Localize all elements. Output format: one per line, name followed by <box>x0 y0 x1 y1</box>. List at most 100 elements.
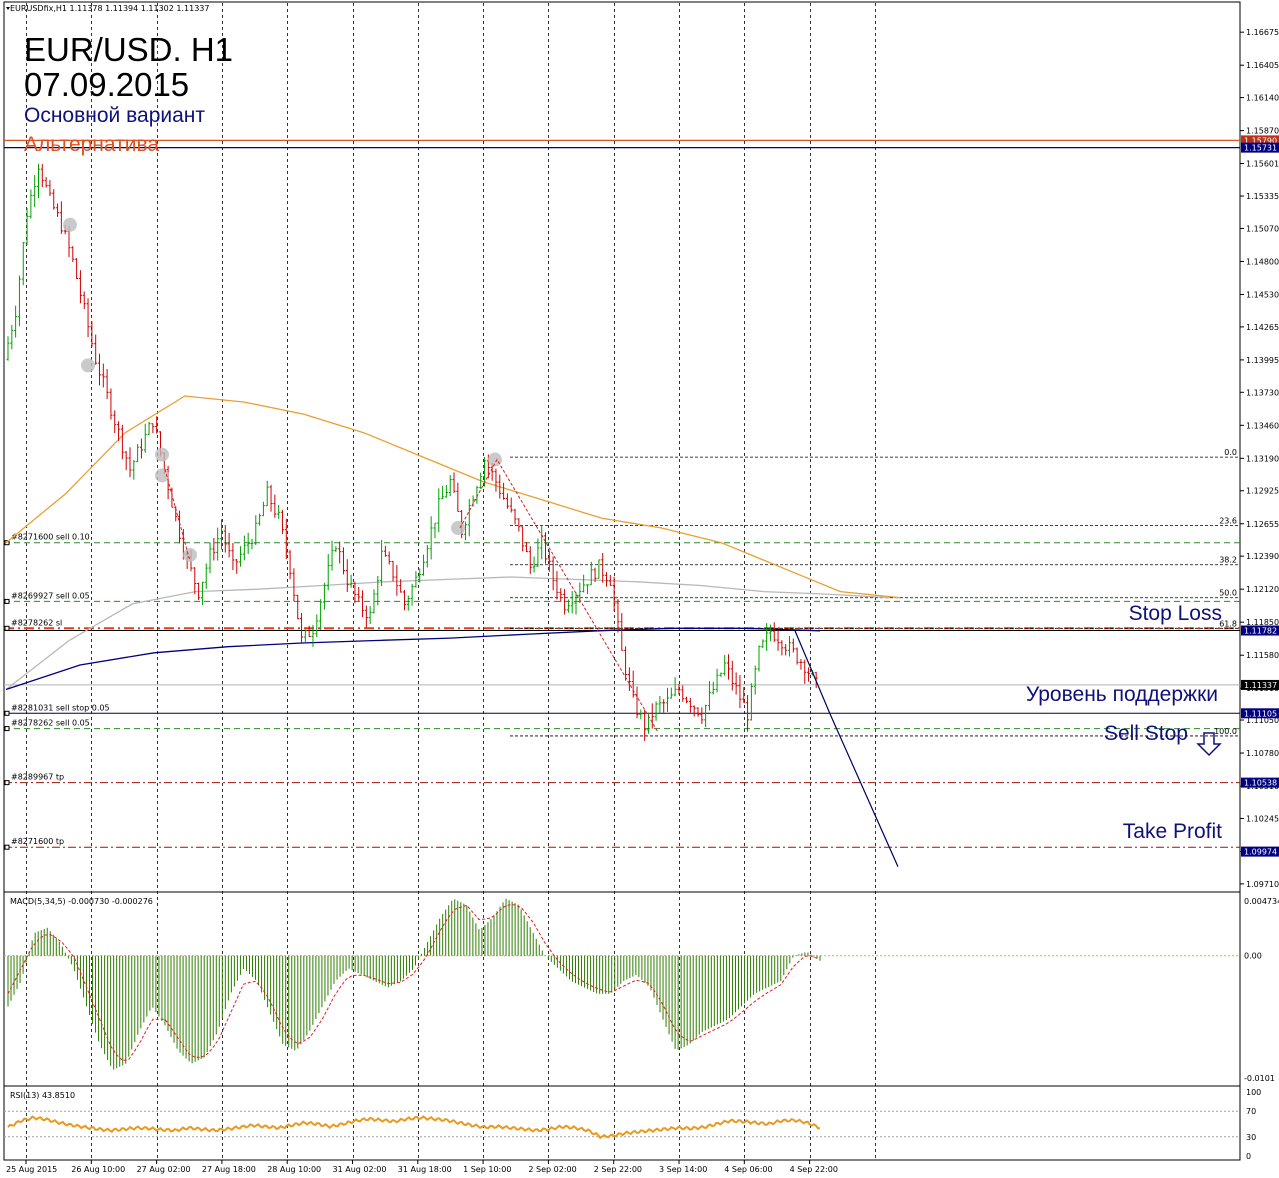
time-tick-label: 31 Aug 02:00 <box>333 1165 387 1174</box>
price-tag <box>1241 142 1279 153</box>
time-tick-label: 31 Aug 18:00 <box>398 1165 452 1174</box>
moving-average-line <box>5 627 821 691</box>
overlay-title: EUR/USD. H1 <box>24 31 233 68</box>
price-tick-label: 1.10780 <box>1246 749 1279 758</box>
price-tag <box>1241 625 1279 636</box>
price-tick-label: 1.16405 <box>1246 61 1279 70</box>
fib-level-label: 38.2 <box>1219 556 1237 565</box>
rsi-pane <box>4 1110 1240 1140</box>
price-tick-label: 1.11050 <box>1246 716 1279 725</box>
moving-average-line <box>5 576 891 691</box>
time-tick-label: 27 Aug 18:00 <box>202 1165 256 1174</box>
fib-level-label: 50.0 <box>1219 589 1237 598</box>
price-tag <box>1241 135 1279 146</box>
order-line-label: #8271600 sell 0.10 <box>11 533 90 542</box>
order-line-label: #8289967 tp <box>11 773 64 782</box>
swing-marker <box>183 547 197 562</box>
macd-tick-label: 0.00 <box>1244 952 1262 961</box>
price-tick-label: 1.12390 <box>1246 552 1279 561</box>
time-tick-label: 27 Aug 02:00 <box>137 1165 191 1174</box>
macd-axis: 0.004734 0.00 -0.0101 <box>1244 897 1279 1083</box>
rsi-title: RSI(13) 43.8510 <box>10 1091 75 1100</box>
macd-tick-label: -0.0101 <box>1244 1074 1275 1083</box>
swing-marker <box>488 452 502 467</box>
take-profit-label: Take Profit <box>1123 820 1222 843</box>
order-line-label: #8278262 sell 0.05 <box>11 719 90 728</box>
price-tick-label: 1.12655 <box>1246 520 1279 529</box>
order-handle[interactable] <box>4 780 10 786</box>
time-tick-label: 3 Sep 14:00 <box>659 1165 707 1174</box>
time-tick-label: 25 Aug 2015 <box>6 1165 57 1174</box>
price-tick-label: 1.16140 <box>1246 94 1279 103</box>
order-handle[interactable] <box>4 844 10 850</box>
price-tag <box>1241 679 1279 690</box>
rsi-tick-label: 100 <box>1246 1088 1261 1097</box>
price-tag-label: 1.11337 <box>1244 681 1277 690</box>
order-handle[interactable] <box>4 726 10 732</box>
price-tick-label: 1.15601 <box>1246 160 1279 169</box>
price-tag-label: 1.11782 <box>1244 627 1277 636</box>
macd-signal-line <box>7 904 818 1062</box>
overlay-date: 07.09.2015 <box>24 66 189 103</box>
macd-tick-label: 0.004734 <box>1244 897 1279 906</box>
swing-marker <box>63 217 77 232</box>
symbol-menu-icon[interactable] <box>6 7 10 10</box>
rsi-line <box>7 1115 821 1140</box>
support-label: Уровень поддержки <box>1026 683 1218 706</box>
price-tag-label: 1.11105 <box>1244 709 1277 718</box>
rsi-tick-label: 30 <box>1246 1133 1256 1142</box>
price-tag <box>1241 777 1279 788</box>
price-axis: 1.16675 1.16405 1.16140 1.15870 1.15601 1.153… <box>1240 28 1279 889</box>
price-tick-label: 1.11850 <box>1246 618 1279 627</box>
down-arrow-icon <box>1196 732 1222 757</box>
order-handle[interactable] <box>4 625 10 631</box>
main-variant-label: Основной вариант <box>24 104 205 127</box>
price-tick-label: 1.09710 <box>1246 880 1279 889</box>
fib-level-label: 100.0 <box>1214 727 1237 736</box>
time-axis: 25 Aug 2015 26 Aug 10:00 27 Aug 02:00 27 Au… <box>6 1160 838 1174</box>
price-tick-label: 1.11580 <box>1246 651 1279 660</box>
price-tick-label: 1.14530 <box>1246 290 1279 299</box>
stop-loss-label: Stop Loss <box>1129 602 1222 625</box>
price-tag-label: 1.09974 <box>1244 848 1277 857</box>
order-handle[interactable] <box>4 710 10 716</box>
forecast-line <box>63 217 899 868</box>
fibonacci-levels: 0.0 23.6 38.2 50.0 61.8 100.0 <box>510 448 1238 737</box>
time-tick-label: 2 Sep 22:00 <box>594 1165 642 1174</box>
moving-average-line <box>5 395 901 599</box>
time-tick-label: 28 Aug 10:00 <box>267 1165 321 1174</box>
price-tick-label: 1.13460 <box>1246 421 1279 430</box>
swing-marker <box>81 358 95 373</box>
symbol-header: EURUSDfix,H1 1.11378 1.11394 1.11302 1.1… <box>10 4 209 13</box>
order-handle[interactable] <box>4 598 10 604</box>
time-tick-label: 4 Sep 22:00 <box>790 1165 838 1174</box>
zigzag-line <box>459 458 659 733</box>
macd-pane <box>4 898 1240 1070</box>
price-tag-label: 1.15731 <box>1244 144 1277 153</box>
order-line-label: #8281031 sell stop 0.05 <box>11 703 110 712</box>
time-tick-label: 26 Aug 10:00 <box>71 1165 125 1174</box>
rsi-axis: 100 70 30 0 <box>1246 1088 1261 1161</box>
forecast-trend-line <box>794 630 899 868</box>
alternative-label: Альтернатива <box>24 133 159 156</box>
price-tag <box>1241 708 1279 719</box>
price-tick-label: 1.12925 <box>1246 487 1279 496</box>
price-tick-label: 1.15070 <box>1246 224 1279 233</box>
price-tick-label: 1.14800 <box>1246 257 1279 266</box>
price-tick-label: 1.10245 <box>1246 814 1279 823</box>
sell-stop-label: Sell Stop <box>1104 722 1188 745</box>
order-line-label: #8271600 tp <box>11 837 64 846</box>
price-tag <box>1241 846 1279 857</box>
price-tick-label: 1.13190 <box>1246 454 1279 463</box>
time-tick-label: 1 Sep 10:00 <box>463 1165 511 1174</box>
time-tick-label: 4 Sep 06:00 <box>724 1165 772 1174</box>
fib-level-label: 23.6 <box>1219 517 1237 526</box>
macd-title: MACD(5,34,5) -0.000730 -0.000276 <box>10 897 153 906</box>
fib-level-label: 61.8 <box>1219 619 1237 628</box>
price-tick-label: 1.14265 <box>1246 323 1279 332</box>
order-line-label: #8278262 sl <box>11 618 62 627</box>
moving-averages <box>5 395 901 691</box>
order-line-label: #8269927 sell 0.05 <box>11 591 90 600</box>
